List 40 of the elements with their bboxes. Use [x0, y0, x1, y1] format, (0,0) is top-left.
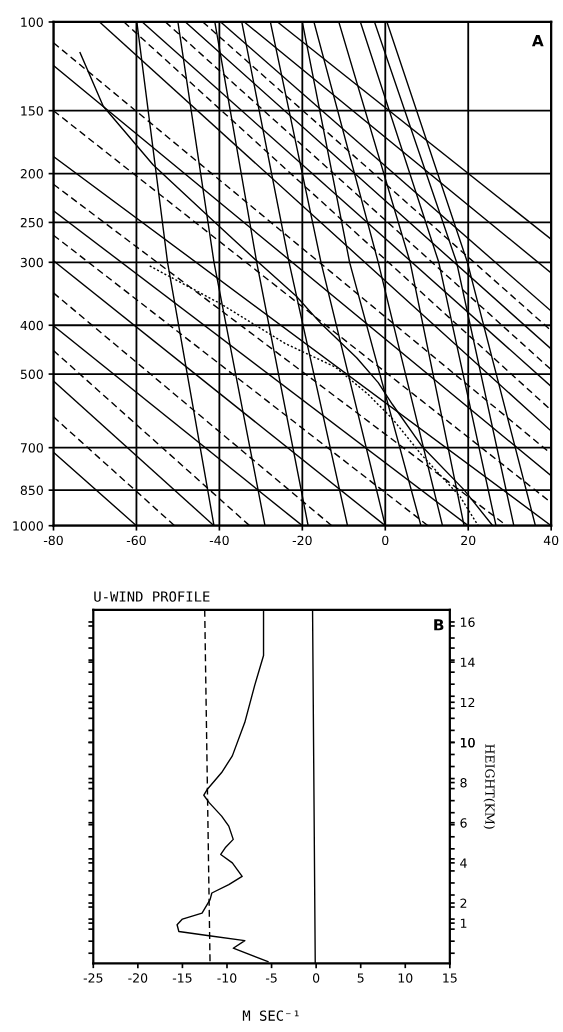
- y-tick-label: 2: [460, 898, 467, 908]
- x-tick-label: 10: [398, 973, 413, 983]
- x-tick-label: -40: [209, 535, 229, 546]
- y-tick-label: 700: [20, 443, 43, 453]
- x-tick-label: -20: [292, 535, 312, 546]
- x-tick-label: -5: [265, 973, 277, 983]
- y-tick-label: 10: [460, 737, 475, 748]
- x-tick-label: 0: [382, 535, 389, 546]
- x-tick-label: -25: [83, 973, 103, 983]
- y-tick-label: 8: [460, 778, 467, 788]
- annotation: B: [434, 619, 444, 631]
- y-axis-title: HEIGHT(KM): [483, 744, 495, 829]
- y-tick-label: 4: [460, 858, 467, 868]
- x-tick-label: 15: [443, 973, 457, 983]
- annotation: A: [531, 35, 544, 47]
- y-tick-label: 100: [21, 17, 43, 27]
- y-tick-label: 150: [21, 106, 43, 116]
- x-tick-label: -10: [217, 973, 237, 983]
- chart-title: U-WIND PROFILE: [94, 591, 210, 602]
- y-tick-label: 12: [460, 697, 475, 708]
- y-tick-label: 16: [460, 617, 475, 627]
- y-tick-label: 850: [20, 485, 43, 496]
- x-tick-label: -60: [126, 535, 146, 546]
- x-tick-label: -15: [172, 973, 192, 983]
- x-tick-label: -20: [128, 973, 148, 983]
- x-tick-label: -80: [43, 535, 63, 546]
- y-tick-label: 6: [460, 818, 467, 828]
- x-tick-label: 5: [357, 973, 364, 983]
- y-tick-label: 250: [20, 217, 43, 228]
- x-tick-label: 0: [312, 973, 320, 983]
- y-tick-label: 1000: [13, 521, 43, 531]
- y-tick-label: 500: [20, 369, 43, 379]
- y-tick-label: 400: [20, 320, 43, 331]
- y-tick-label: 1: [460, 918, 467, 928]
- x-axis-title: M SEC⁻¹: [242, 1010, 299, 1021]
- y-tick-label: 14: [460, 657, 475, 667]
- y-tick-label: 300: [20, 257, 43, 268]
- x-tick-label: 20: [461, 535, 476, 546]
- y-tick-label: 200: [20, 169, 43, 179]
- x-tick-label: 40: [543, 535, 559, 546]
